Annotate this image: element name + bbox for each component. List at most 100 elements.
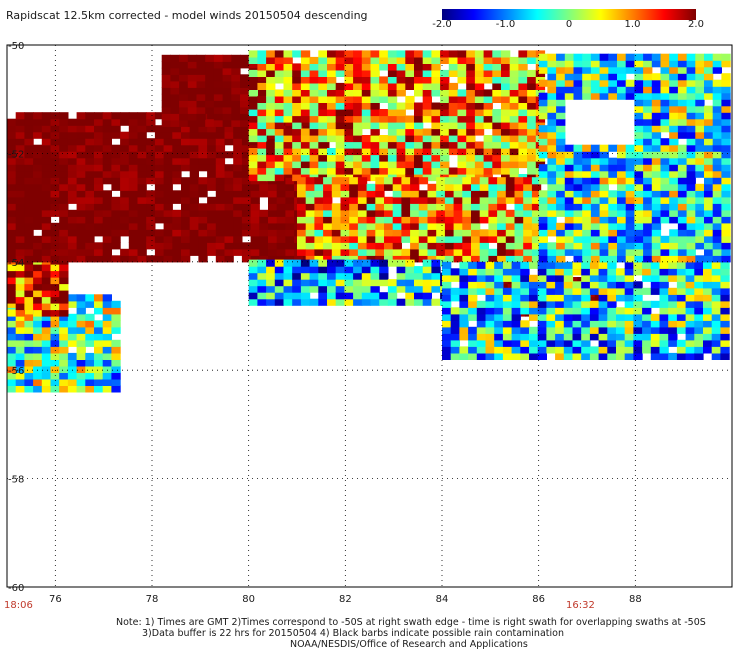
data-cell: [547, 151, 557, 159]
data-cell: [240, 100, 250, 108]
data-cell: [50, 190, 60, 198]
data-cell: [33, 277, 43, 285]
data-cell: [248, 154, 258, 162]
data-cell: [573, 242, 583, 250]
data-cell: [314, 216, 324, 224]
data-cell: [283, 135, 293, 143]
data-cell: [154, 203, 165, 211]
data-cell: [546, 333, 556, 341]
data-cell: [573, 92, 583, 100]
data-cell: [266, 266, 276, 274]
data-cell: [509, 115, 519, 123]
data-cell: [375, 203, 385, 211]
data-cell: [76, 196, 86, 204]
data-cell: [459, 333, 469, 341]
data-cell: [241, 131, 252, 139]
data-cell: [634, 86, 644, 94]
data-cell: [67, 372, 78, 380]
data-cell: [285, 255, 295, 263]
data-cell: [357, 255, 368, 263]
data-cell: [111, 164, 121, 172]
data-cell: [523, 190, 533, 198]
data-cell: [111, 170, 121, 178]
data-cell: [660, 66, 670, 74]
data-cell: [268, 209, 278, 217]
data-cell: [607, 268, 617, 276]
data-cell: [344, 259, 354, 267]
data-cell: [33, 203, 43, 211]
data-cell: [276, 216, 286, 224]
data-cell: [669, 248, 679, 256]
data-cell: [292, 89, 302, 97]
data-cell: [476, 313, 487, 321]
data-cell: [59, 138, 69, 146]
data-cell: [102, 118, 112, 126]
data-cell: [353, 154, 363, 162]
data-cell: [300, 89, 311, 97]
x-tick-label: 82: [339, 594, 352, 605]
data-cell: [41, 222, 52, 230]
data-cell: [514, 190, 524, 198]
data-cell: [146, 164, 156, 172]
data-cell: [379, 148, 389, 156]
data-cell: [538, 164, 548, 172]
data-cell: [509, 89, 519, 97]
data-cell: [24, 372, 34, 380]
data-cell: [457, 89, 467, 97]
data-cell: [590, 170, 601, 178]
data-cell: [721, 196, 731, 204]
data-cell: [33, 118, 43, 126]
data-cell: [457, 128, 467, 136]
data-cell: [459, 326, 469, 334]
data-cell: [111, 209, 121, 217]
data-cell: [581, 281, 591, 289]
data-cell: [102, 359, 112, 367]
data-cell: [327, 95, 337, 103]
data-cell: [651, 190, 662, 198]
data-cell: [520, 346, 530, 354]
data-cell: [137, 196, 147, 204]
data-cell: [396, 63, 406, 71]
data-cell: [120, 248, 130, 256]
data-cell: [529, 300, 539, 308]
data-cell: [581, 261, 591, 269]
data-cell: [476, 352, 487, 360]
data-cell: [485, 333, 495, 341]
data-cell: [344, 148, 354, 156]
data-cell: [384, 196, 394, 204]
data-cell: [677, 60, 688, 68]
data-cell: [33, 290, 43, 298]
data-cell: [418, 235, 429, 243]
data-cell: [15, 216, 25, 224]
data-cell: [222, 106, 232, 114]
data-cell: [76, 352, 86, 360]
data-cell: [233, 144, 243, 152]
data-cell: [309, 154, 319, 162]
data-cell: [266, 109, 276, 117]
data-cell: [582, 53, 592, 61]
data-cell: [547, 216, 557, 224]
data-cell: [396, 76, 406, 84]
data-cell: [94, 248, 104, 256]
data-cell: [309, 82, 319, 90]
data-cell: [462, 235, 472, 243]
data-cell: [660, 196, 670, 204]
data-cell: [181, 164, 191, 172]
data-cell: [556, 60, 566, 68]
data-cell: [111, 131, 121, 139]
data-cell: [422, 285, 432, 293]
data-cell: [146, 157, 156, 165]
data-cell: [492, 122, 502, 130]
data-cell: [94, 144, 104, 152]
data-cell: [181, 196, 191, 204]
data-cell: [721, 105, 731, 113]
data-cell: [7, 372, 17, 380]
data-cell: [511, 313, 521, 321]
data-cell: [685, 326, 695, 334]
data-cell: [59, 229, 69, 237]
data-cell: [599, 255, 609, 263]
data-cell: [704, 131, 714, 139]
data-cell: [546, 307, 556, 315]
data-cell: [7, 352, 17, 360]
data-cell: [33, 131, 43, 139]
